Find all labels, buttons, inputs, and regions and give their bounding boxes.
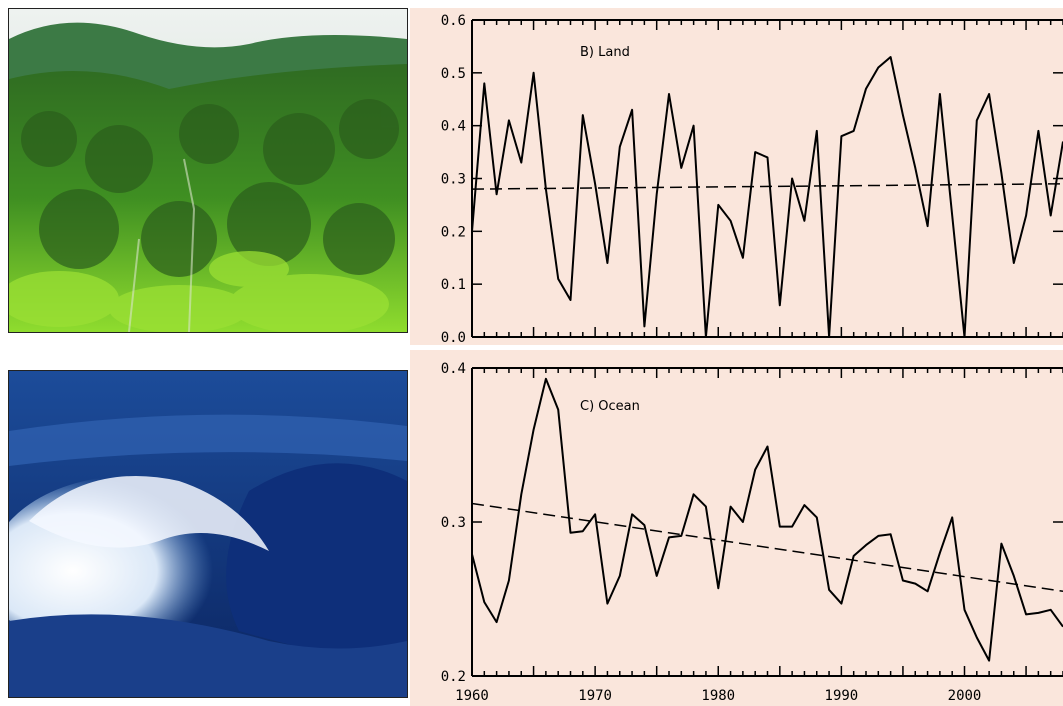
ocean-x-tick-label: 1970 xyxy=(578,688,612,704)
land-y-tick-label: 0.6 xyxy=(441,13,466,29)
land-y-tick-label: 0.3 xyxy=(441,172,466,188)
ocean-panel-background xyxy=(410,350,1063,706)
ocean-series-line xyxy=(471,377,1063,662)
land-trend-line xyxy=(471,183,1063,190)
ocean-y-tick-label: 0.3 xyxy=(441,515,466,531)
ocean-wave-image xyxy=(9,371,407,697)
ocean-panel-label: C) Ocean xyxy=(580,399,640,414)
land-series-line xyxy=(471,56,1063,338)
charts-svg: B) Land C) Ocean 0.0 0.1 0.2 0.3 0.4 0.5 0.6 0… xyxy=(410,0,1063,706)
ocean-wave-photo xyxy=(8,370,408,698)
chart-area: B) Land C) Ocean 0.0 0.1 0.2 0.3 0.4 0.5 0.6 0… xyxy=(410,0,1063,706)
land-y-tick-label: 0.5 xyxy=(441,66,466,82)
rainforest-photo xyxy=(8,8,408,333)
land-plot: 0.0 0.1 0.2 0.3 0.4 0.5 0.6 xyxy=(441,13,1063,346)
land-y-tick-label: 0.0 xyxy=(441,330,466,346)
land-y-tick-label: 0.2 xyxy=(441,224,466,240)
ocean-y-tick-label: 0.2 xyxy=(441,669,466,685)
ocean-x-tick-label: 1990 xyxy=(825,688,859,704)
land-panel-label: B) Land xyxy=(580,45,630,60)
land-y-tick-label: 0.1 xyxy=(441,277,466,293)
ocean-x-tick-label: 2000 xyxy=(948,688,982,704)
ocean-x-tick-label: 1960 xyxy=(455,688,489,704)
ocean-trend-line xyxy=(471,502,1063,593)
ocean-x-tick-label: 1980 xyxy=(701,688,735,704)
ocean-plot: 0.2 0.3 0.4 1960 1970 1980 1990 2000 xyxy=(441,361,1063,704)
rainforest-image xyxy=(9,9,407,332)
ocean-y-tick-label: 0.4 xyxy=(441,361,466,377)
land-y-tick-label: 0.4 xyxy=(441,119,466,135)
land-panel-background xyxy=(410,8,1063,345)
